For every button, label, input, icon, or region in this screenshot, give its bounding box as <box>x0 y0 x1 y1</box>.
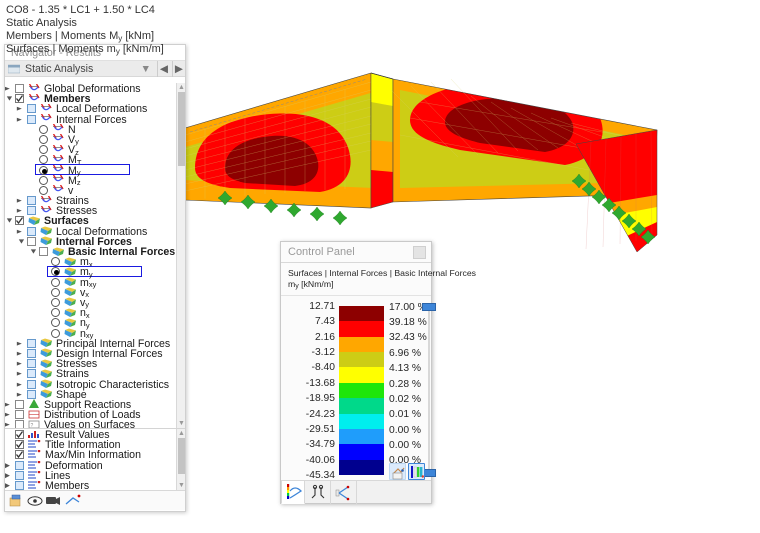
svg-text:?: ? <box>31 423 34 429</box>
